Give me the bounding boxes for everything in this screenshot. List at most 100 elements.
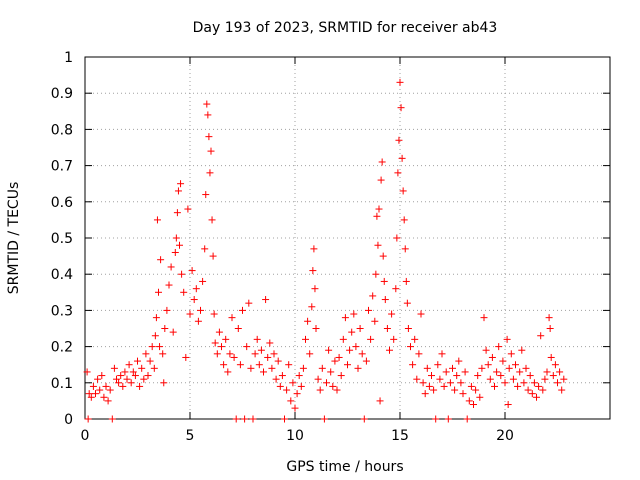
data-point [287,397,295,405]
data-point [558,386,566,394]
data-point [281,415,288,423]
data-point [234,325,242,332]
data-point [125,361,133,369]
data-point [113,375,120,383]
data-point [285,361,293,369]
data-point [524,386,532,394]
data-point [509,375,517,383]
data-point [354,364,362,372]
data-point [311,285,319,293]
data-point [142,350,150,358]
data-point [144,372,152,380]
data-point [501,379,509,387]
data-point [325,346,333,354]
data-point [178,270,186,278]
data-point [497,372,505,380]
data-point [169,328,177,336]
data-point [381,296,389,304]
data-point [459,390,467,398]
y-axis-label: SRMTID / TECUs [6,182,22,295]
data-point [148,343,156,351]
data-point [404,325,412,332]
y-tick-label: 0.2 [51,340,73,356]
data-point [161,325,169,332]
data-point [293,390,301,398]
x-axis-ticks: 0 5 10 15 20 [81,57,514,444]
data-point [331,357,339,365]
data-point [188,267,196,275]
data-point [449,364,456,372]
data-point [365,306,372,314]
data-point [554,379,561,387]
data-point [374,241,382,249]
data-point [386,346,393,354]
data-point [84,415,92,423]
data-point [266,339,274,347]
data-point [535,382,543,390]
data-point [85,390,93,398]
data-point [218,343,225,351]
data-point [289,379,297,387]
data-point [260,368,267,376]
data-point [226,350,234,358]
data-point [255,361,263,369]
x-tick-label: 15 [391,428,409,444]
data-point [157,256,165,264]
data-point [253,335,261,343]
data-point [403,299,411,307]
data-point [440,382,448,390]
data-point [184,205,192,213]
data-point [417,310,425,318]
data-point [327,368,335,376]
data-point [316,386,324,394]
data-point [425,382,433,390]
data-point [442,368,450,376]
data-point [522,364,530,372]
x-tick-label: 20 [496,428,514,444]
data-point [526,372,534,380]
data-point [438,350,446,358]
data-point [409,361,417,369]
data-point [117,372,125,380]
x-tick-label: 10 [286,428,304,444]
data-point [421,390,429,398]
data-point [530,379,538,387]
data-point [239,306,246,314]
data-point [436,375,444,383]
x-tick-label: 5 [186,428,195,444]
data-point [278,372,286,380]
data-point [423,364,431,372]
y-tick-label: 0.8 [51,122,73,138]
data-point [444,415,452,423]
data-point [106,386,114,394]
data-point [202,191,210,199]
data-point [177,180,185,188]
data-point [131,372,139,380]
data-point [451,386,459,394]
data-point [533,393,540,401]
data-point [482,346,490,354]
data-point [264,353,272,361]
data-point [140,375,148,383]
data-point [121,368,129,376]
data-point [201,245,209,253]
data-point [136,382,144,390]
data-point [312,325,320,332]
x-axis-label: GPS time / hours [286,459,403,475]
data-point [129,368,137,376]
data-point [94,375,102,383]
data-point [560,375,568,383]
data-point [504,401,512,409]
data-point [539,386,547,394]
data-point [159,350,167,358]
data-point [393,234,401,242]
data-point [302,335,309,343]
data-point [461,368,469,376]
data-point [320,415,328,423]
data-point [379,252,387,260]
data-point [390,335,398,343]
data-point [549,372,557,380]
data-point [308,303,316,311]
data-point [213,350,221,358]
data-point [96,386,104,394]
